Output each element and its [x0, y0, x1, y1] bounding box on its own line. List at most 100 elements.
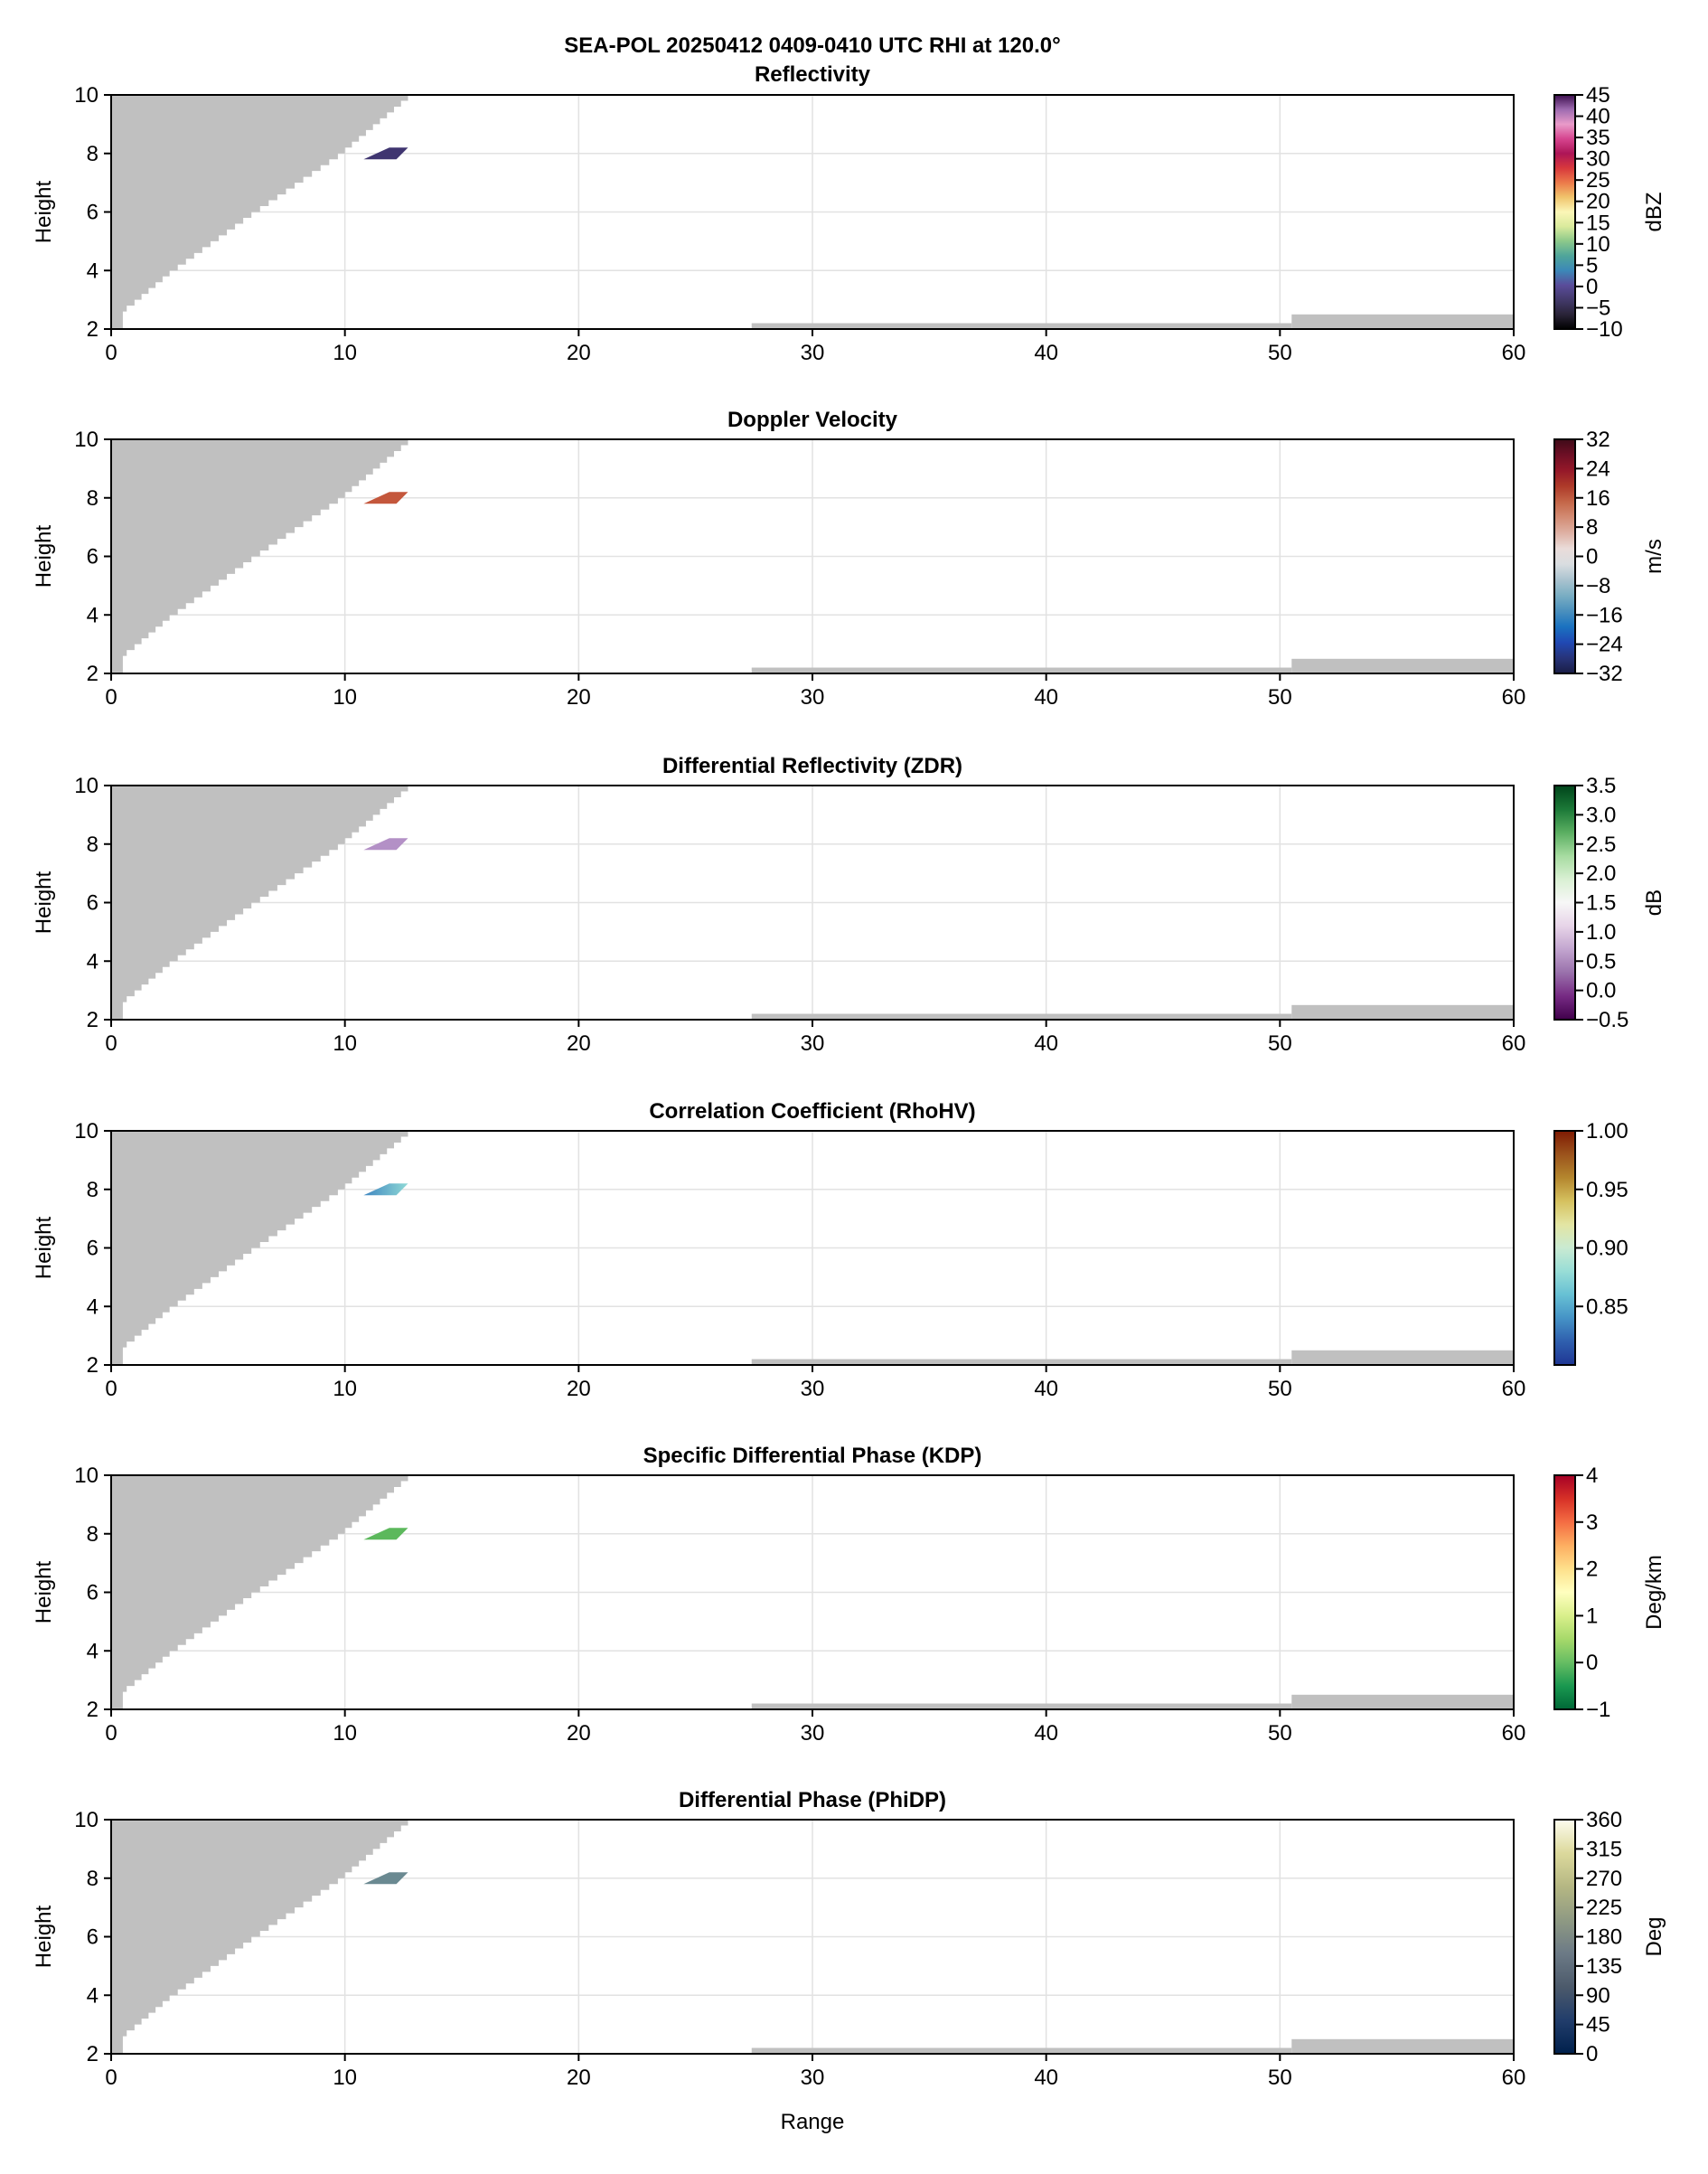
- colorbar-tick-label: 0: [1586, 1651, 1598, 1675]
- x-tick-label: 0: [105, 1031, 117, 1056]
- blocked-region-far: [751, 1359, 1292, 1365]
- colorbar: [1553, 94, 1576, 330]
- colorbar-tick-label: 10: [1586, 232, 1610, 257]
- colorbar-tick-label: 2.0: [1586, 861, 1616, 886]
- y-tick-label: 4: [87, 1639, 99, 1663]
- x-tick-label: 60: [1502, 1377, 1526, 1401]
- colorbar-tick-label: 315: [1586, 1837, 1622, 1861]
- colorbar-tick-label: 2: [1586, 1558, 1598, 1582]
- y-axis-label: Height: [32, 871, 56, 934]
- x-tick-label: 0: [105, 685, 117, 710]
- blocked-region-far: [1291, 1004, 1514, 1020]
- colorbar-tick-label: 270: [1586, 1867, 1622, 1891]
- y-axis-label: Height: [32, 180, 56, 243]
- blocked-region-far: [751, 1013, 1292, 1020]
- y-tick-label: 6: [87, 201, 99, 225]
- colorbar-label: Deg/km: [1642, 1555, 1666, 1630]
- y-tick-label: 10: [74, 428, 99, 452]
- x-tick-label: 50: [1268, 1377, 1292, 1401]
- y-tick-label: 8: [87, 1178, 99, 1202]
- x-tick-label: 30: [801, 685, 825, 710]
- x-tick-label: 50: [1268, 685, 1292, 710]
- colorbar-tick-label: 40: [1586, 105, 1610, 129]
- panel-title: Differential Reflectivity (ZDR): [662, 754, 962, 778]
- panel-title: Reflectivity: [755, 62, 871, 87]
- x-tick-label: 40: [1034, 1721, 1058, 1746]
- colorbar-tick-label: 0.5: [1586, 949, 1616, 974]
- blocked-region-near: [111, 95, 408, 329]
- y-tick-label: 6: [87, 1237, 99, 1261]
- y-tick-label: 4: [87, 259, 99, 283]
- x-tick-label: 10: [333, 341, 357, 365]
- colorbar-tick-label: 1.00: [1586, 1119, 1628, 1143]
- colorbar-tick-label: −0.5: [1586, 1008, 1628, 1032]
- panel-title: Specific Differential Phase (KDP): [643, 1444, 982, 1468]
- panel-4: 0 10 20 30 40 50 60 2 4 6 8 10 Height Correlation Coe…: [32, 1099, 1628, 1401]
- colorbar-tick-label: 35: [1586, 126, 1610, 150]
- x-tick-label: 60: [1502, 2066, 1526, 2090]
- panel-3: 0 10 20 30 40 50 60 2 4 6 8 10 Height Differential Re…: [32, 754, 1666, 1056]
- colorbar-tick-label: 32: [1586, 428, 1610, 452]
- y-tick-label: 10: [74, 1808, 99, 1832]
- blocked-region-near: [111, 1131, 408, 1365]
- x-tick-label: 0: [105, 1377, 117, 1401]
- colorbar-label: dBZ: [1642, 192, 1666, 231]
- colorbar: [1553, 1474, 1576, 1710]
- panel-title: Doppler Velocity: [727, 408, 898, 432]
- x-tick-label: 20: [567, 685, 591, 710]
- blocked-region-far: [1291, 658, 1514, 673]
- x-tick-label: 20: [567, 1031, 591, 1056]
- x-tick-label: 30: [801, 341, 825, 365]
- blocked-region-far: [1291, 2038, 1514, 2054]
- colorbar-tick-label: 8: [1586, 515, 1598, 540]
- x-tick-label: 0: [105, 1721, 117, 1746]
- colorbar-tick-label: 1.5: [1586, 891, 1616, 916]
- y-tick-label: 6: [87, 891, 99, 916]
- x-tick-label: 10: [333, 2066, 357, 2090]
- colorbar-tick-label: 0.0: [1586, 979, 1616, 1003]
- x-tick-label: 60: [1502, 1031, 1526, 1056]
- colorbar: [1553, 1819, 1576, 2055]
- colorbar-tick-label: 1: [1586, 1604, 1598, 1628]
- y-tick-label: 2: [87, 1353, 99, 1378]
- colorbar-tick-label: −32: [1586, 662, 1623, 686]
- x-tick-label: 0: [105, 2066, 117, 2090]
- y-tick-label: 4: [87, 1983, 99, 2008]
- x-tick-label: 40: [1034, 1377, 1058, 1401]
- x-tick-label: 50: [1268, 1031, 1292, 1056]
- colorbar-label: Deg: [1642, 1916, 1666, 1956]
- x-tick-label: 30: [801, 1031, 825, 1056]
- y-tick-label: 10: [74, 1463, 99, 1488]
- y-tick-label: 2: [87, 662, 99, 686]
- colorbar-tick-label: 2.5: [1586, 833, 1616, 857]
- y-tick-label: 4: [87, 1294, 99, 1319]
- y-tick-label: 6: [87, 1925, 99, 1950]
- colorbar-tick-label: 20: [1586, 190, 1610, 214]
- y-tick-label: 2: [87, 2042, 99, 2066]
- y-tick-label: 6: [87, 1581, 99, 1605]
- y-tick-label: 2: [87, 317, 99, 342]
- colorbar-tick-label: −1: [1586, 1698, 1610, 1722]
- colorbar-tick-label: 15: [1586, 211, 1610, 235]
- blocked-region-far: [1291, 1350, 1514, 1365]
- y-tick-label: 6: [87, 545, 99, 569]
- x-tick-label: 0: [105, 341, 117, 365]
- y-tick-label: 4: [87, 603, 99, 627]
- blocked-region-far: [751, 1703, 1292, 1709]
- panel-title: Differential Phase (PhiDP): [679, 1788, 946, 1812]
- colorbar-tick-label: 135: [1586, 1954, 1622, 1979]
- figure-suptitle: SEA-POL 20250412 0409-0410 UTC RHI at 12…: [564, 33, 1060, 58]
- echo-patch: [363, 1183, 408, 1196]
- colorbar-tick-label: 90: [1586, 1983, 1610, 2008]
- x-tick-label: 10: [333, 685, 357, 710]
- colorbar-tick-label: 180: [1586, 1925, 1622, 1950]
- colorbar-tick-label: 3.0: [1586, 803, 1616, 827]
- y-tick-label: 8: [87, 486, 99, 511]
- x-tick-label: 10: [333, 1031, 357, 1056]
- echo-patch: [363, 1872, 408, 1885]
- colorbar-tick-label: 3.5: [1586, 774, 1616, 798]
- colorbar-tick-label: 0.90: [1586, 1237, 1628, 1261]
- y-tick-label: 8: [87, 142, 99, 166]
